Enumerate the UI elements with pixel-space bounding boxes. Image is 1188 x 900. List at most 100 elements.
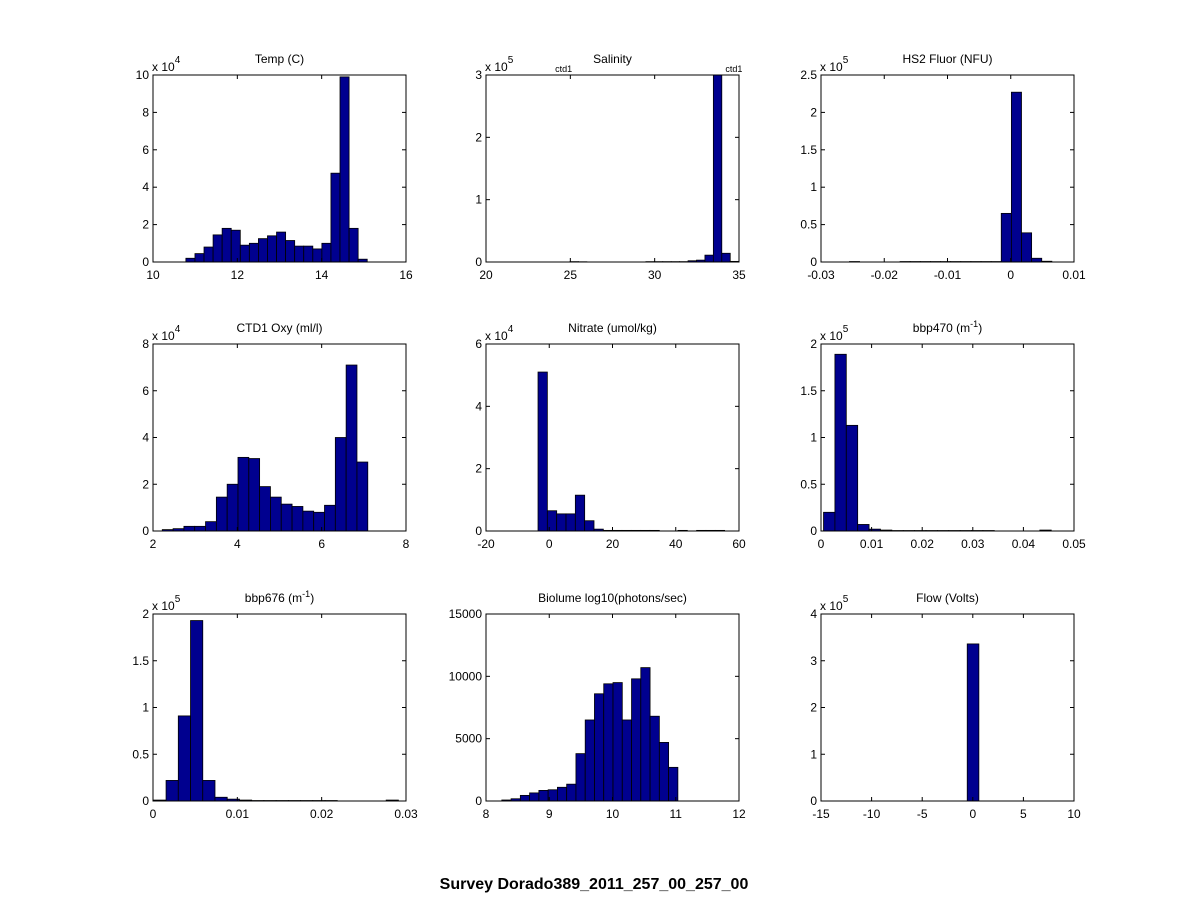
x-tick-label: 30 xyxy=(648,268,662,282)
histogram-bar xyxy=(185,257,196,263)
histogram-bar xyxy=(538,790,549,802)
histogram-bar xyxy=(594,693,605,802)
panel-title: Biolume log10(photons/sec) xyxy=(538,591,687,605)
y-tick-label: 2 xyxy=(142,607,149,621)
histogram-panel-1: 10 12 14 16 0 2 4 6 8 10 Temp (C) x 104 xyxy=(136,52,413,282)
y-tick-label: 2 xyxy=(142,218,149,232)
histogram-bar xyxy=(529,792,540,802)
y-tick-label: 0 xyxy=(810,794,817,808)
y-tick-label: 2 xyxy=(475,130,482,144)
axis-scale-factor: x 104 xyxy=(485,324,514,343)
x-tick-label: 0 xyxy=(818,537,825,551)
x-tick-label: 0 xyxy=(969,807,976,821)
panel-title: CTD1 Oxy (ml/l) xyxy=(237,321,323,335)
y-tick-label: 0.5 xyxy=(132,747,149,761)
histogram-bar xyxy=(537,371,548,532)
figure-title: Survey Dorado389_2011_257_00_257_00 xyxy=(439,876,749,893)
histogram-bar xyxy=(334,437,347,532)
x-tick-label: -5 xyxy=(917,807,928,821)
y-tick-label: 4 xyxy=(810,607,817,621)
x-tick-label: 10 xyxy=(1067,807,1081,821)
y-tick-label: 1.5 xyxy=(800,143,817,157)
y-tick-label: 2 xyxy=(810,701,817,715)
x-tick-label: 12 xyxy=(231,268,245,282)
histogram-bar xyxy=(259,486,271,532)
histogram-bar xyxy=(712,74,723,263)
x-tick-label: 0.01 xyxy=(226,807,250,821)
histogram-panel-9: -15 -10 -5 0 5 10 0 1 2 3 4 Flow (Volts) x 105 xyxy=(810,591,1081,821)
histogram-bar xyxy=(194,253,205,263)
histogram-bar xyxy=(557,786,568,802)
y-tick-label: 2 xyxy=(810,337,817,351)
histogram-bar xyxy=(267,235,277,263)
histogram-bar xyxy=(226,483,239,532)
y-tick-label: 3 xyxy=(810,654,817,668)
x-tick-label: 2 xyxy=(150,537,157,551)
y-tick-label: 2 xyxy=(142,477,149,491)
x-tick-label: 12 xyxy=(732,807,746,821)
histogram-bar xyxy=(248,458,261,532)
x-tick-label: 20 xyxy=(606,537,620,551)
x-tick-label: 0.02 xyxy=(911,537,935,551)
histogram-bar xyxy=(584,520,595,532)
axes-box xyxy=(820,343,1075,532)
histogram-bar xyxy=(202,780,216,802)
histogram-panel-8: 8 9 10 11 12 0 5000 10000 15000 Biolume log10(pho… xyxy=(449,591,746,821)
y-tick-label: 0.5 xyxy=(800,218,817,232)
histogram-bar xyxy=(649,715,660,802)
axes-box xyxy=(820,74,1075,263)
histogram-bar xyxy=(258,238,268,263)
histogram-bar xyxy=(640,667,651,802)
histogram-bar xyxy=(239,244,250,263)
histogram-bar xyxy=(303,245,314,263)
histogram-bar xyxy=(237,456,250,532)
panel-title: Salinity xyxy=(593,52,632,66)
x-tick-label: 0.01 xyxy=(1062,268,1086,282)
y-tick-label: 0 xyxy=(142,524,149,538)
panel-title: Temp (C) xyxy=(255,52,304,66)
histogram-bar xyxy=(205,521,217,532)
histogram-bar xyxy=(276,231,287,263)
y-tick-label: 0 xyxy=(475,794,482,808)
y-tick-label: 0 xyxy=(475,255,482,269)
x-tick-label: 5 xyxy=(1020,807,1027,821)
y-tick-label: 8 xyxy=(142,337,149,351)
x-tick-label: 35 xyxy=(732,268,746,282)
histogram-bar xyxy=(721,252,731,263)
y-tick-label: 15000 xyxy=(449,607,483,621)
histogram-bar xyxy=(556,513,567,532)
histogram-bar xyxy=(270,496,282,532)
y-tick-label: 2.5 xyxy=(800,68,817,82)
x-tick-label: 25 xyxy=(564,268,578,282)
axis-scale-factor: x 105 xyxy=(152,594,181,613)
histogram-panel-2: 20 25 30 35 0 1 2 3 Salinity x 105 ctd1 ctd1 xyxy=(475,52,746,282)
x-tick-label: 0.05 xyxy=(1062,537,1086,551)
x-tick-label: -10 xyxy=(863,807,881,821)
x-tick-label: 0.01 xyxy=(860,537,884,551)
y-tick-label: 6 xyxy=(142,384,149,398)
histogram-bar xyxy=(330,172,341,263)
x-tick-label: -0.01 xyxy=(934,268,962,282)
histogram-bar xyxy=(221,227,232,263)
y-tick-label: 10000 xyxy=(449,669,483,683)
y-tick-label: 2 xyxy=(810,105,817,119)
histogram-bar xyxy=(668,766,679,802)
y-tick-label: 3 xyxy=(475,68,482,82)
histogram-bar xyxy=(519,794,531,802)
histogram-bar xyxy=(294,245,305,263)
x-tick-label: 9 xyxy=(546,807,553,821)
axis-scale-factor: x 104 xyxy=(152,55,181,74)
y-tick-label: 6 xyxy=(475,337,482,351)
histogram-bar xyxy=(313,511,325,532)
histogram-bar xyxy=(1021,232,1033,263)
y-tick-label: 5000 xyxy=(455,732,482,746)
histogram-bar xyxy=(575,753,586,802)
histogram-bar xyxy=(1000,212,1012,263)
histogram-bar xyxy=(1031,257,1043,263)
x-tick-label: 0.04 xyxy=(1012,537,1036,551)
histogram-bar xyxy=(183,525,196,532)
histogram-bar xyxy=(966,643,980,802)
panel-title: Nitrate (umol/kg) xyxy=(568,321,657,335)
